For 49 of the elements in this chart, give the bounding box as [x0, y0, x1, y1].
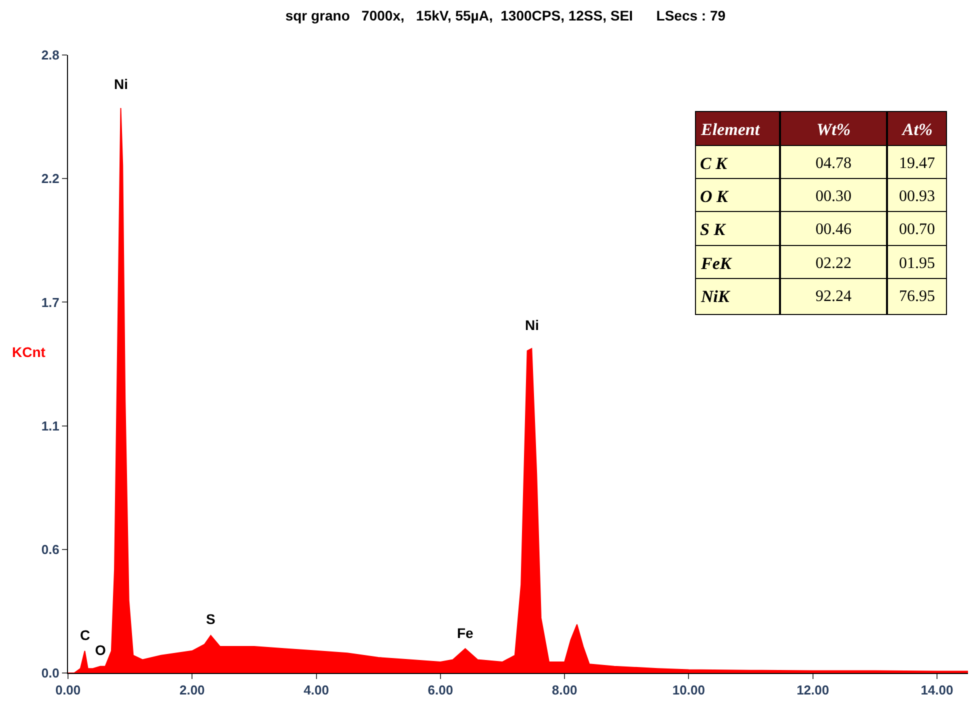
annotation: 92.24: [816, 288, 852, 306]
annotation: 00.70: [899, 221, 935, 238]
annotation: At%: [901, 120, 933, 140]
table-cell: NiK: [695, 278, 780, 315]
annotation: Ni: [114, 76, 128, 92]
table-cell: 92.24: [780, 278, 887, 315]
table-cell: Wt%: [780, 111, 887, 148]
annotation: Fe: [457, 625, 474, 641]
table-cell: At%: [887, 111, 947, 148]
x-tick-label: 0.00: [55, 682, 81, 698]
table-cell: 76.95: [887, 278, 947, 315]
annotation: O K: [700, 187, 730, 206]
x-tick-label: 6.00: [428, 682, 454, 698]
table-cell: 00.70: [887, 211, 947, 248]
annotation: O: [95, 642, 106, 658]
x-tick-label: 12.00: [796, 682, 830, 698]
annotation: FeK: [700, 254, 733, 274]
y-tick-label: 2.2: [41, 171, 60, 186]
x-tick-label: 4.00: [304, 682, 329, 698]
y-tick-label: 2.8: [41, 48, 60, 63]
annotation: 19.47: [899, 155, 935, 172]
y-tick-label: 0.0: [41, 666, 60, 681]
table-cell: Element: [695, 111, 780, 148]
x-tick-label: 14.00: [920, 682, 954, 698]
y-tick-label: 1.7: [41, 294, 60, 310]
x-tick-label: 10.00: [672, 682, 705, 698]
annotation: 04.78: [816, 155, 852, 172]
annotation: 76.95: [899, 288, 935, 306]
annotation: Element: [700, 120, 761, 140]
table-cell: S K: [695, 211, 780, 248]
x-tick-label: 8.00: [552, 682, 578, 698]
annotation: Ni: [525, 317, 539, 333]
annotation: S K: [700, 220, 727, 240]
y-axis-title: KCnt: [12, 344, 46, 360]
annotation: NiK: [700, 287, 731, 306]
chart-title: sqr grano 7000x, 15kV, 55µA, 1300CPS, 12SS, SEI LSecs : 79: [285, 8, 726, 24]
table-cell: 00.46: [780, 211, 887, 248]
annotation: 00.30: [816, 188, 852, 206]
annotation: 00.93: [899, 188, 935, 206]
annotation: S: [206, 611, 216, 627]
y-tick-label: 0.6: [41, 542, 60, 557]
annotation: C: [80, 627, 90, 643]
x-tick-label: 2.00: [179, 682, 205, 698]
y-tick-label: 1.1: [41, 418, 60, 434]
annotation: 01.95: [899, 255, 935, 272]
annotation: C K: [700, 154, 729, 174]
annotation: 00.46: [816, 221, 852, 238]
annotation: 02.22: [816, 255, 852, 272]
annotation: Wt%: [816, 120, 850, 140]
